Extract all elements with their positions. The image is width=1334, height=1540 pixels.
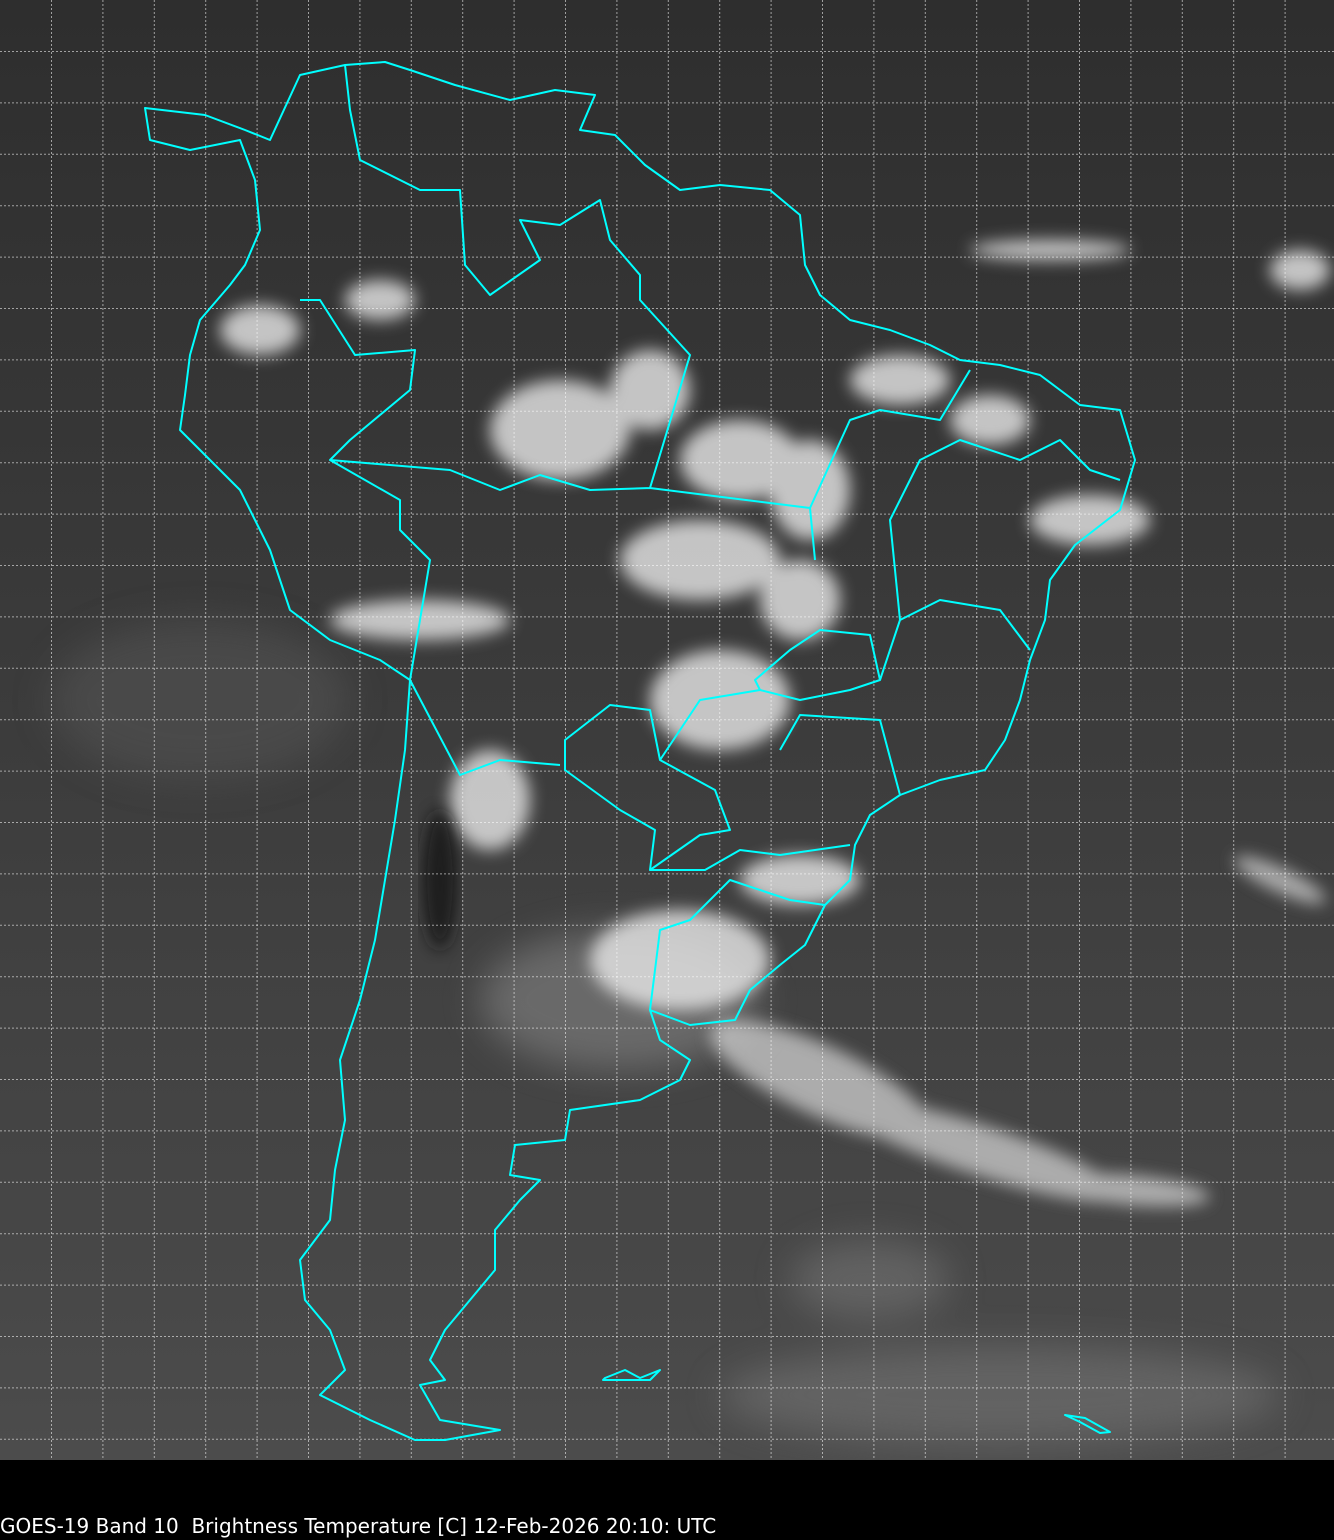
south-america-coastline — [144, 61, 1136, 1441]
bright-areas — [50, 620, 1280, 1445]
south-georgia — [1064, 1414, 1111, 1434]
cloud-band — [220, 240, 1330, 1010]
dark-dry-slot — [422, 810, 458, 950]
satellite-map — [0, 0, 1334, 1460]
brazil-state-borders — [659, 369, 1121, 796]
image-caption: GOES-19 Band 10 Brightness Temperature [… — [0, 1514, 717, 1538]
falkland-islands — [602, 1369, 661, 1381]
lat-lon-grid — [0, 0, 1334, 1460]
country-borders — [300, 64, 851, 1011]
coastlines-and-borders — [144, 61, 1136, 1441]
caption-bar — [0, 1460, 1334, 1540]
